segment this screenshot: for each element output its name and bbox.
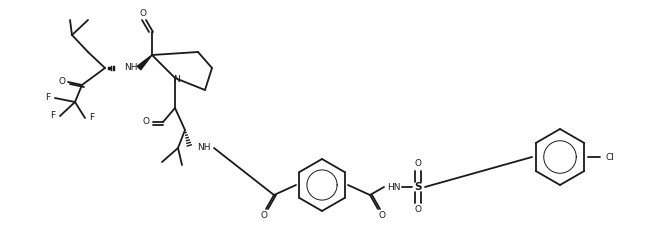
- Text: F: F: [45, 93, 50, 102]
- Text: Cl: Cl: [606, 152, 615, 162]
- Text: O: O: [261, 212, 267, 221]
- Text: NH: NH: [124, 63, 138, 72]
- Text: O: O: [140, 9, 146, 18]
- Text: O: O: [415, 205, 421, 214]
- Text: S: S: [414, 182, 422, 192]
- Text: O: O: [142, 118, 149, 126]
- Text: O: O: [58, 78, 65, 87]
- Text: O: O: [378, 212, 386, 221]
- Text: N: N: [173, 75, 179, 84]
- Text: HN: HN: [388, 183, 400, 192]
- Text: F: F: [89, 113, 94, 122]
- Polygon shape: [137, 55, 152, 70]
- Text: O: O: [415, 160, 421, 169]
- Text: NH: NH: [197, 143, 211, 152]
- Text: F: F: [50, 112, 56, 121]
